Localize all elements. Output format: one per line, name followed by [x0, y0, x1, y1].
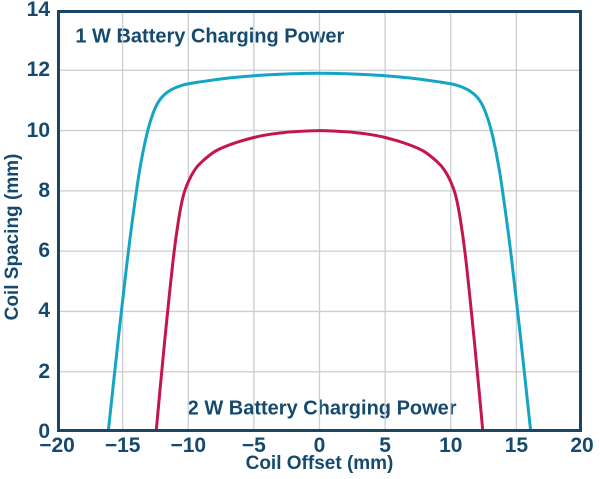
- x-tick-label: 20: [570, 434, 594, 457]
- series-label-1w: 1 W Battery Charging Power: [75, 25, 345, 48]
- x-tick-label: −5: [241, 434, 266, 457]
- y-tick-label: 10: [26, 118, 50, 142]
- curve-1w-battery: [106, 71, 533, 432]
- x-tick-label: −20: [39, 434, 75, 457]
- y-tick-label: 4: [38, 299, 50, 323]
- y-tick-label: 6: [38, 239, 50, 263]
- y-tick-label: 2: [38, 359, 50, 383]
- x-tick-label: 15: [504, 434, 529, 457]
- y-tick-label: 14: [26, 0, 50, 21]
- plot-area: [57, 10, 582, 432]
- curve-2w-battery: [154, 129, 485, 432]
- x-axis-title: Coil Offset (mm): [245, 453, 394, 474]
- x-tick-label: 10: [439, 434, 463, 457]
- y-tick-label: 12: [26, 58, 50, 82]
- series-label-2w: 2 W Battery Charging Power: [187, 397, 457, 420]
- x-tick-label: −15: [104, 434, 141, 457]
- y-tick-label: 0: [38, 420, 50, 443]
- x-tick-label: −10: [170, 434, 207, 457]
- x-tick-label: 5: [379, 434, 391, 457]
- y-tick-label: 8: [38, 178, 50, 202]
- x-tick-label: 0: [313, 434, 326, 457]
- plot-frame: [57, 10, 582, 432]
